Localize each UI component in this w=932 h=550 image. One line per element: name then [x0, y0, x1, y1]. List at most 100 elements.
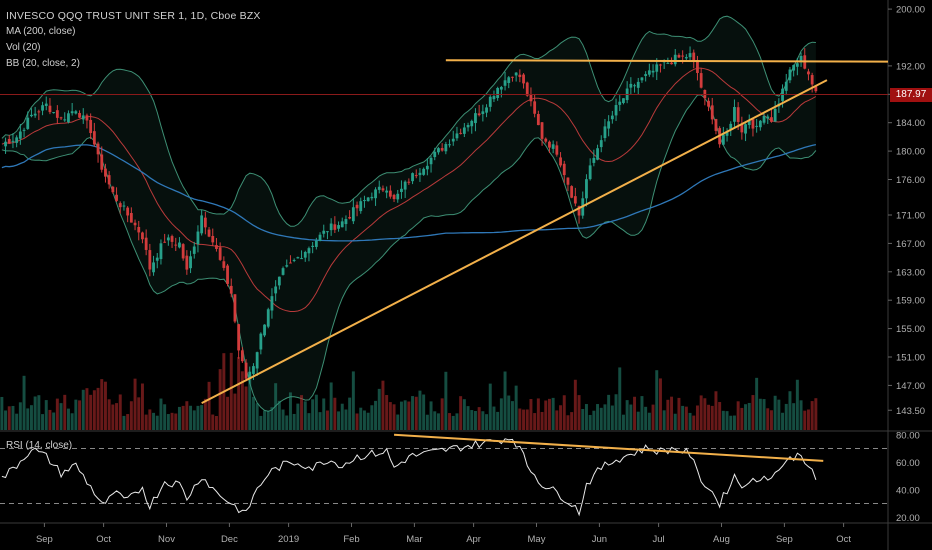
candle-body [344, 219, 348, 225]
candle-body [181, 244, 185, 259]
price-tick-label: 171.00 [896, 211, 925, 222]
volume-bar [251, 396, 255, 430]
x-tick-label: Nov [158, 534, 175, 545]
volume-bar [325, 410, 329, 430]
candle-body [622, 98, 625, 103]
candle-body [773, 108, 777, 122]
candle-body [281, 268, 285, 275]
candle-body [744, 124, 747, 134]
volume-bar [29, 405, 33, 430]
volume-bar [177, 406, 181, 430]
candle-body [570, 186, 574, 198]
volume-bar [292, 413, 296, 430]
price-tick-label: 147.00 [896, 381, 925, 392]
candle-body [655, 64, 659, 72]
legend-vol[interactable]: Vol (20) [6, 42, 41, 53]
volume-bar [773, 395, 777, 430]
candle-body [255, 352, 259, 369]
volume-bar [758, 398, 762, 430]
price-tick-label: 192.00 [896, 61, 925, 72]
candle-body [492, 96, 496, 100]
volume-bar [118, 394, 122, 430]
candle-body [22, 129, 26, 131]
volume-bar [314, 394, 318, 430]
volume-bar [388, 402, 392, 430]
volume-bar [514, 385, 518, 430]
candle-body [122, 205, 126, 207]
volume-bar [329, 382, 333, 430]
candle-body [274, 286, 278, 294]
candle-body [644, 74, 648, 77]
x-tick-label: Jun [592, 534, 607, 545]
volume-bar [59, 403, 63, 430]
candle-body [418, 172, 422, 176]
volume-bar [111, 404, 115, 430]
candle-body [710, 105, 714, 120]
volume-bar [492, 406, 496, 430]
candle-body [414, 175, 418, 177]
candle-body [585, 179, 588, 199]
bollinger-lower [1, 94, 817, 412]
volume-bar [810, 401, 814, 430]
price-tick-label: 159.00 [896, 296, 925, 307]
volume-bar [795, 379, 799, 430]
candle-body [11, 140, 15, 142]
volume-bar [170, 412, 174, 430]
volume-bar [115, 403, 119, 430]
volume-bar [740, 407, 744, 430]
candle-body [714, 119, 718, 131]
volume-bar [522, 409, 526, 430]
volume-bar [15, 413, 19, 430]
candle-body [766, 116, 770, 119]
candle-body [363, 200, 366, 202]
candle-body [699, 73, 703, 88]
volume-bar [699, 395, 703, 430]
volume-bar [140, 383, 144, 430]
rsi-legend[interactable]: RSI (14, close) [6, 440, 73, 451]
legend-bb[interactable]: BB (20, close, 2) [6, 58, 80, 69]
volume-bar [355, 413, 359, 430]
x-tick-label: Jul [653, 534, 665, 545]
volume-bar [721, 410, 725, 430]
candle-body [670, 62, 673, 65]
candle-body [296, 257, 300, 259]
volume-bar [688, 412, 692, 430]
candle-body [259, 333, 263, 350]
x-tick-label: Oct [96, 534, 111, 545]
volume-bar [300, 395, 304, 430]
price-tick-label: 167.00 [896, 239, 925, 250]
candle-body [751, 119, 755, 129]
candle-body [610, 115, 614, 120]
candle-body [747, 120, 751, 125]
volume-bar [41, 414, 45, 430]
price-tick-label: 176.00 [896, 175, 925, 186]
x-tick-label: Dec [221, 534, 238, 545]
volume-bar [399, 401, 403, 430]
candle-body [696, 60, 699, 73]
volume-bar [584, 404, 588, 430]
volume-bar [359, 407, 363, 430]
candle-body [636, 81, 640, 88]
volume-bar [207, 381, 211, 430]
legend-ma[interactable]: MA (200, close) [6, 26, 76, 37]
candle-body [762, 116, 766, 123]
volume-bar [22, 375, 26, 430]
volume-bar [122, 415, 126, 430]
candle-body [215, 245, 218, 249]
volume-bar [607, 394, 611, 430]
candle-body [100, 154, 104, 170]
volume-bar [581, 409, 585, 430]
volume-bar [692, 415, 696, 430]
volume-bar [181, 405, 185, 430]
candle-body [640, 77, 644, 81]
volume-bar [233, 393, 237, 430]
volume-bar [89, 394, 93, 430]
volume-bar [503, 371, 507, 430]
candle-body [37, 111, 41, 113]
volume-bar [159, 398, 163, 430]
volume-bar [144, 414, 148, 430]
volume-bar [55, 398, 59, 430]
volume-bar [621, 414, 625, 430]
volume-bar [152, 412, 156, 430]
